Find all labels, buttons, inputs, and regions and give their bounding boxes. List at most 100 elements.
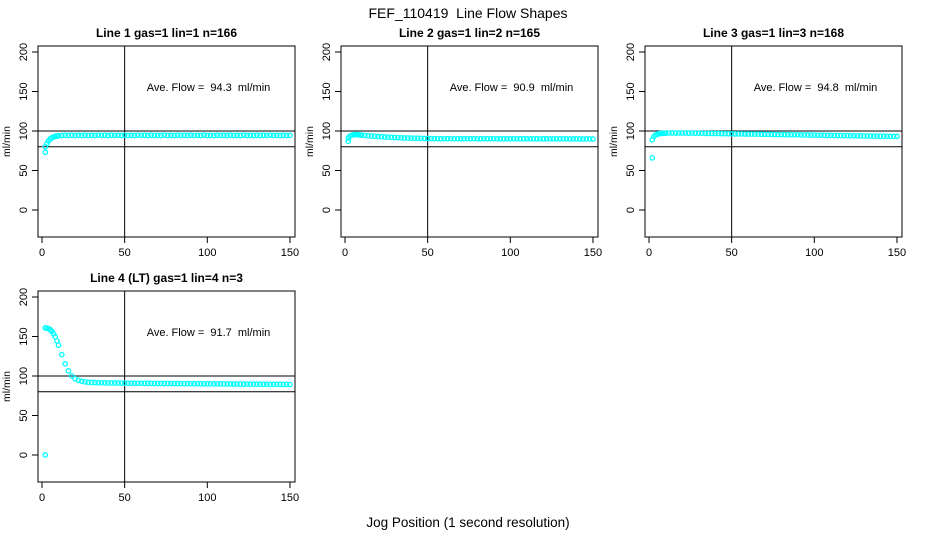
data-point bbox=[273, 132, 280, 139]
data-point bbox=[428, 135, 434, 142]
data-point bbox=[560, 135, 567, 142]
data-point bbox=[573, 135, 580, 142]
outlier-point bbox=[42, 149, 49, 156]
x-tick-label: 150 bbox=[584, 247, 602, 259]
data-point bbox=[788, 131, 795, 138]
data-point bbox=[827, 132, 834, 139]
data-point bbox=[151, 132, 158, 139]
data-point bbox=[191, 132, 197, 139]
data-point bbox=[128, 132, 135, 139]
data-point bbox=[207, 132, 214, 139]
data-point bbox=[742, 131, 748, 137]
data-point bbox=[398, 134, 405, 141]
data-point bbox=[220, 132, 227, 139]
data-point bbox=[477, 135, 484, 142]
data-point bbox=[250, 381, 257, 388]
data-point bbox=[194, 380, 201, 387]
data-point bbox=[92, 379, 98, 386]
y-axis-title: ml/min bbox=[608, 126, 620, 157]
data-point bbox=[283, 132, 290, 139]
data-point bbox=[702, 130, 709, 137]
data-point bbox=[732, 130, 738, 137]
data-point bbox=[144, 132, 151, 139]
data-point bbox=[748, 131, 755, 137]
data-point bbox=[487, 135, 494, 142]
data-point bbox=[890, 133, 897, 140]
data-point bbox=[725, 130, 732, 137]
data-point bbox=[154, 132, 161, 139]
y-tick-label: 150 bbox=[18, 327, 30, 345]
data-point bbox=[263, 132, 270, 139]
data-point bbox=[381, 134, 388, 140]
plot-box bbox=[37, 290, 296, 483]
data-point bbox=[481, 135, 487, 142]
y-tick-label: 100 bbox=[625, 122, 637, 140]
x-tick-label: 0 bbox=[39, 247, 45, 259]
data-point bbox=[125, 380, 131, 387]
panel-line-1: Line 1 gas=1 lin=1 n=166 Ave. Flow = 94.… bbox=[0, 25, 310, 275]
data-point bbox=[158, 132, 164, 139]
data-point bbox=[234, 381, 240, 387]
data-point bbox=[484, 135, 491, 142]
data-point bbox=[530, 135, 537, 142]
data-point bbox=[260, 381, 267, 388]
data-point bbox=[118, 132, 125, 139]
data-point bbox=[824, 132, 831, 139]
data-point bbox=[257, 381, 264, 388]
y-tick-label: 50 bbox=[18, 409, 30, 421]
data-point bbox=[184, 380, 191, 387]
y-tick-label: 50 bbox=[625, 164, 637, 176]
data-point bbox=[105, 380, 111, 386]
y-axis-title: ml/min bbox=[1, 126, 13, 157]
reference-lines bbox=[645, 46, 902, 237]
outlier-point bbox=[649, 155, 656, 161]
data-point bbox=[207, 380, 214, 387]
x-tick-label: 0 bbox=[646, 247, 652, 259]
data-point bbox=[85, 132, 92, 139]
data-point bbox=[164, 380, 171, 387]
data-point bbox=[234, 132, 240, 139]
data-point bbox=[95, 132, 102, 138]
data-point bbox=[101, 380, 108, 386]
data-points bbox=[345, 131, 596, 145]
x-tick-label: 150 bbox=[888, 247, 906, 259]
data-point bbox=[217, 132, 224, 139]
y-tick-label: 0 bbox=[321, 207, 333, 213]
data-point bbox=[158, 380, 164, 387]
data-point bbox=[388, 134, 395, 141]
data-point bbox=[418, 135, 424, 142]
data-point bbox=[115, 132, 121, 139]
data-point bbox=[201, 132, 207, 138]
data-point bbox=[220, 381, 227, 387]
reference-lines bbox=[38, 46, 295, 237]
outlier-point bbox=[42, 452, 49, 458]
y-tick-label: 0 bbox=[18, 207, 30, 213]
data-point bbox=[689, 130, 695, 136]
data-point bbox=[361, 132, 368, 139]
data-point bbox=[765, 131, 771, 138]
data-point bbox=[141, 132, 148, 139]
data-point bbox=[464, 135, 471, 142]
data-point bbox=[570, 136, 576, 142]
data-point bbox=[785, 131, 791, 138]
data-point bbox=[490, 135, 497, 142]
data-point bbox=[78, 378, 85, 385]
data-point bbox=[237, 132, 244, 139]
data-point bbox=[68, 373, 75, 379]
data-point bbox=[471, 135, 477, 142]
data-point bbox=[679, 130, 685, 136]
panel-title: Line 2 gas=1 lin=2 n=165 bbox=[398, 26, 541, 40]
data-point bbox=[227, 132, 234, 138]
data-point bbox=[735, 130, 742, 137]
data-point bbox=[168, 380, 174, 387]
data-point bbox=[135, 132, 141, 138]
y-tick-label: 50 bbox=[18, 164, 30, 176]
data-points bbox=[649, 130, 900, 161]
data-point bbox=[781, 131, 788, 138]
x-tick-label: 100 bbox=[805, 247, 823, 259]
x-tick-label: 0 bbox=[342, 247, 348, 259]
panel-line-2: Line 2 gas=1 lin=2 n=165 Ave. Flow = 90.… bbox=[303, 25, 613, 275]
data-point bbox=[438, 135, 444, 142]
panel-title: Line 4 (LT) gas=1 lin=4 n=3 bbox=[90, 271, 243, 285]
